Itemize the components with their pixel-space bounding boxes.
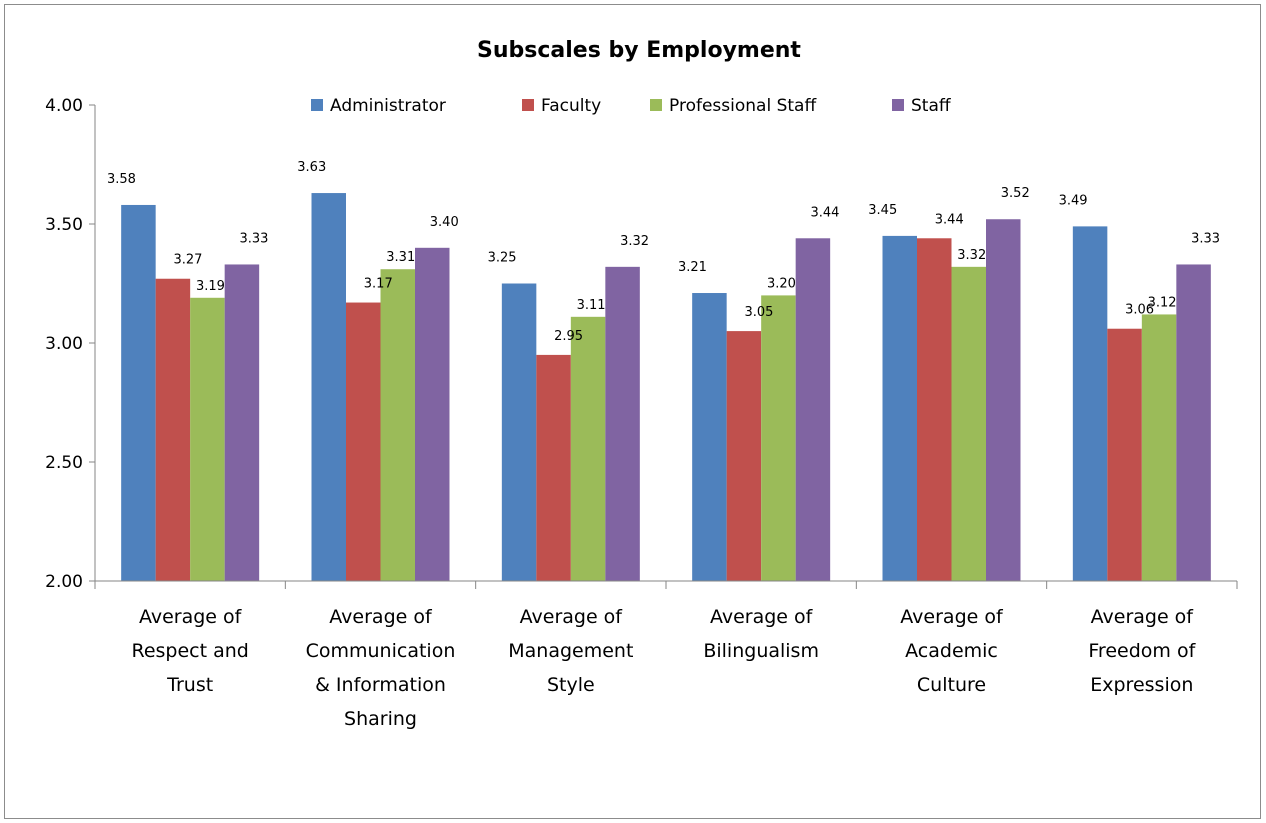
x-category-label-line: Communication bbox=[306, 640, 456, 662]
bar bbox=[1107, 328, 1142, 581]
bar bbox=[121, 204, 156, 581]
data-label: 2.95 bbox=[554, 329, 583, 344]
bar bbox=[795, 238, 831, 581]
legend-swatch bbox=[650, 99, 662, 111]
x-category-label: Average of Communication & Information Shar… bbox=[306, 606, 456, 730]
bar bbox=[1072, 226, 1108, 581]
y-tick-label: 2.50 bbox=[45, 453, 83, 473]
data-label: 3.12 bbox=[1148, 295, 1177, 310]
x-category-label-line: Average of bbox=[900, 606, 1004, 628]
x-category-label-line: Trust bbox=[166, 674, 213, 696]
legend-label: Administrator bbox=[330, 96, 446, 116]
data-label: 3.33 bbox=[1191, 231, 1220, 246]
data-label: 3.49 bbox=[1059, 193, 1088, 208]
data-label: 3.11 bbox=[577, 298, 606, 313]
data-label: 3.31 bbox=[386, 250, 415, 265]
bar bbox=[155, 278, 191, 581]
data-label: 3.20 bbox=[767, 276, 796, 291]
legend: Administrator Faculty Professional Staff St… bbox=[311, 96, 952, 116]
x-category-label-line: Average of bbox=[710, 606, 814, 628]
bar bbox=[605, 266, 640, 581]
legend-label: Faculty bbox=[541, 96, 601, 116]
x-category-label-line: Academic bbox=[905, 640, 998, 662]
y-tick-label: 3.50 bbox=[45, 215, 83, 235]
x-category-label: Average of Respect and Trust bbox=[131, 606, 248, 696]
legend-swatch bbox=[522, 99, 534, 111]
bars bbox=[121, 193, 1211, 582]
x-category-label: Average of Bilingualism bbox=[703, 606, 819, 662]
chart-frame: Subscales by Employment Administrator Fac… bbox=[4, 4, 1261, 819]
x-axis: Average of Respect and Trust Average of Comm… bbox=[94, 580, 1238, 730]
legend-swatch bbox=[892, 99, 904, 111]
data-label: 3.44 bbox=[810, 205, 839, 220]
bar bbox=[1176, 264, 1211, 581]
bar bbox=[986, 219, 1021, 582]
x-category-label: Average of Management Style bbox=[508, 606, 633, 696]
bar bbox=[1141, 314, 1177, 581]
data-label: 3.05 bbox=[744, 305, 773, 320]
data-label: 3.52 bbox=[1001, 186, 1030, 201]
data-label: 3.25 bbox=[488, 251, 517, 266]
bar bbox=[951, 266, 986, 581]
data-label: 3.32 bbox=[620, 234, 649, 249]
data-label: 3.06 bbox=[1125, 303, 1154, 318]
data-label: 3.44 bbox=[935, 212, 964, 227]
bar bbox=[882, 235, 917, 581]
legend-label: Staff bbox=[911, 96, 952, 116]
bar bbox=[570, 316, 606, 581]
x-category-label-line: Average of bbox=[520, 606, 624, 628]
data-label: 3.19 bbox=[196, 279, 225, 294]
bar bbox=[692, 293, 727, 581]
bar bbox=[380, 269, 415, 581]
legend-label: Professional Staff bbox=[669, 96, 817, 116]
bar bbox=[726, 331, 762, 581]
x-category-label-line: Freedom of bbox=[1088, 640, 1196, 662]
chart-title: Subscales by Employment bbox=[477, 38, 801, 63]
bar bbox=[311, 193, 346, 581]
y-tick-label: 2.00 bbox=[45, 572, 83, 592]
data-label: 3.27 bbox=[173, 253, 202, 268]
data-label: 3.45 bbox=[868, 203, 897, 218]
y-tick-label: 4.00 bbox=[45, 96, 83, 116]
bar bbox=[917, 238, 952, 581]
data-label: 3.21 bbox=[678, 260, 707, 275]
x-category-label-line: Sharing bbox=[344, 708, 417, 730]
x-category-label: Average of Freedom of Expression bbox=[1088, 606, 1196, 696]
x-category-label-line: Average of bbox=[139, 606, 243, 628]
bar bbox=[190, 297, 225, 581]
data-labels: 3.58 3.63 3.25 3.21 3.45 3.49 3.27 3.17 2.95 3.05… bbox=[107, 160, 1220, 344]
x-category-label-line: Management bbox=[508, 640, 633, 662]
bar bbox=[536, 354, 571, 581]
data-label: 3.40 bbox=[430, 215, 459, 230]
data-label: 3.17 bbox=[364, 277, 393, 292]
y-axis: 2.00 2.50 3.00 3.50 4.00 bbox=[45, 96, 96, 592]
y-tick-label: 3.00 bbox=[45, 334, 83, 354]
data-label: 3.63 bbox=[297, 160, 326, 175]
bar bbox=[224, 264, 260, 581]
legend-swatch bbox=[311, 99, 323, 111]
x-category-label-line: Style bbox=[547, 674, 595, 696]
x-category-label: Average of Academic Culture bbox=[900, 606, 1004, 696]
x-category-label-line: Respect and bbox=[131, 640, 248, 662]
bar bbox=[761, 295, 796, 581]
x-category-label-line: Average of bbox=[1091, 606, 1195, 628]
x-category-label-line: Expression bbox=[1090, 674, 1193, 696]
data-label: 3.58 bbox=[107, 172, 136, 187]
x-category-label-line: Bilingualism bbox=[703, 640, 819, 662]
x-category-label-line: Culture bbox=[917, 674, 986, 696]
bar bbox=[346, 302, 381, 581]
data-label: 3.33 bbox=[239, 231, 268, 246]
bar bbox=[415, 247, 450, 582]
x-category-label-line: Average of bbox=[329, 606, 433, 628]
data-label: 3.32 bbox=[957, 248, 986, 263]
bar-chart: Subscales by Employment Administrator Fac… bbox=[45, 38, 1238, 730]
x-category-label-line: & Information bbox=[315, 674, 446, 696]
bar bbox=[501, 283, 537, 581]
